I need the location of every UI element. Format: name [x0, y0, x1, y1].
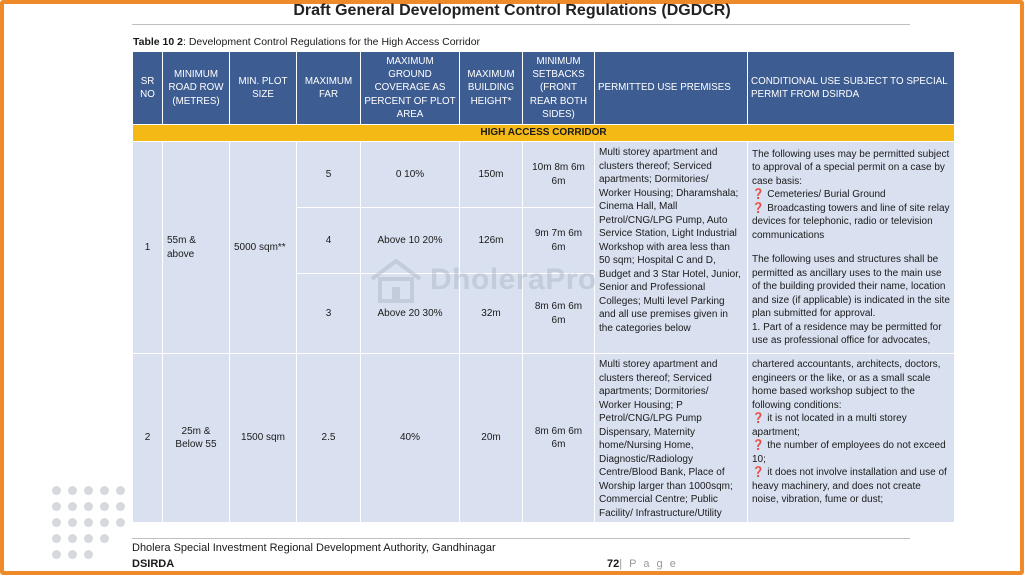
decorative-dot [68, 518, 77, 527]
header-building-height: MAXIMUM BUILDING HEIGHT* [459, 51, 523, 125]
table-row: 4 Above 10 20% 126m 9m 7m 6m 6m [133, 207, 955, 274]
development-control-table: SR NO MINIMUM ROAD ROW (METRES) MIN. PLO… [132, 51, 955, 523]
row1c-height: 32m [459, 273, 523, 354]
table-header-row: SR NO MINIMUM ROAD ROW (METRES) MIN. PLO… [132, 51, 955, 125]
decorative-dot [100, 486, 109, 495]
decorative-dot [84, 486, 93, 495]
header-road-row: MINIMUM ROAD ROW (METRES) [162, 51, 230, 125]
table-caption-label: Table 10 2 [133, 36, 183, 48]
row2-plot-size: 1500 sqm [229, 353, 297, 523]
decorative-dot [116, 518, 125, 527]
header-conditional-use: CONDITIONAL USE SUBJECT TO SPECIAL PERMI… [747, 51, 955, 125]
row2-conditional-line-4: ❓ it does not involve installation and u… [752, 467, 947, 505]
row1-plot-size: 5000 sqm** [229, 141, 297, 354]
decorative-dot [84, 550, 93, 559]
header-ground-coverage: MAXIMUM GROUND COVERAGE AS PERCENT OF PL… [360, 51, 460, 125]
decorative-dot [100, 534, 109, 543]
section-band-label: HIGH ACCESS CORRIDOR [132, 124, 955, 142]
decorative-dot [52, 486, 61, 495]
row1b-height: 126m [459, 207, 523, 274]
row2-permitted-use: Multi storey apartment and clusters ther… [594, 353, 748, 523]
row2-conditional-line-2: ❓ it is not located in a multi storey ap… [752, 413, 907, 438]
page-number: 72| P a g e [607, 558, 678, 570]
row1a-far: 5 [296, 141, 361, 208]
decorative-dot [116, 502, 125, 511]
row2-conditional-use: chartered accountants, architects, docto… [747, 353, 955, 523]
decorative-dot [84, 534, 93, 543]
row2-permitted-para-1: Multi storey apartment and clusters ther… [599, 359, 718, 424]
document-title: Draft General Development Control Regula… [293, 2, 731, 19]
row1-conditional-line-2: ❓ Cemeteries/ Burial Ground [752, 189, 886, 200]
table-caption-text: : Development Control Regulations for th… [183, 36, 481, 48]
footer-org: DSIRDA [132, 558, 175, 570]
row1a-setbacks: 10m 8m 6m 6m [522, 141, 595, 208]
row1-permitted-para-1: Multi storey apartment and clusters ther… [599, 147, 739, 199]
row2-height: 20m [459, 353, 523, 523]
table-caption: Table 10 2: Development Control Regulati… [133, 36, 480, 48]
table-row: 3 Above 20 30% 32m 8m 6m 6m 6m [133, 273, 955, 354]
row2-conditional-line-3: ❓ the number of employees do not exceed … [752, 440, 946, 465]
row1b-far: 4 [296, 207, 361, 274]
decorative-dot [68, 534, 77, 543]
decorative-dot [68, 486, 77, 495]
title-divider [132, 24, 910, 25]
row1-conditional-spacer [752, 242, 950, 253]
header-sr-no: SR NO [132, 51, 163, 125]
table-row: 2 25m & Below 55 1500 sqm 2.5 40% 20m 8m… [132, 353, 955, 523]
row2-coverage: 40% [360, 353, 460, 523]
decorative-dot [84, 502, 93, 511]
decorative-dot [100, 518, 109, 527]
header-setbacks: MINIMUM SETBACKS (FRONT REAR BOTH SIDES) [522, 51, 595, 125]
row1a-height: 150m [459, 141, 523, 208]
row1-conditional-line-1: The following uses may be permitted subj… [752, 148, 950, 187]
section-band-row: HIGH ACCESS CORRIDOR [132, 124, 955, 142]
row2-conditional-line-1: chartered accountants, architects, docto… [752, 359, 941, 411]
header-plot-size: MIN. PLOT SIZE [229, 51, 297, 125]
row1-sr: 1 [132, 141, 163, 354]
decorative-dot [68, 550, 77, 559]
row1c-coverage: Above 20 30% [360, 273, 460, 354]
decorative-dot [116, 486, 125, 495]
row1-conditional-line-6: 1. Part of a residence may be permitted … [752, 321, 942, 347]
page-label: | P a g e [619, 558, 678, 570]
decorative-dot [52, 534, 61, 543]
row2-road-row: 25m & Below 55 [162, 353, 230, 523]
row1-permitted-para-2: Cinema Hall, Mall Petrol/CNG/LPG Pump, A… [599, 201, 741, 334]
row1c-far: 3 [296, 273, 361, 354]
decorative-dot [68, 502, 77, 511]
row1b-coverage: Above 10 20% [360, 207, 460, 274]
row1a-coverage: 0 10% [360, 141, 460, 208]
table-row: 1 55m & above 5000 sqm** 5 0 10% 150m 10… [132, 141, 955, 354]
decorative-dot [84, 518, 93, 527]
header-far: MAXIMUM FAR [296, 51, 361, 125]
page-number-value: 72 [607, 558, 620, 570]
row1b-setbacks: 9m 7m 6m 6m [522, 207, 595, 274]
footer-authority: Dholera Special Investment Regional Deve… [132, 542, 496, 554]
decorative-dot [52, 550, 61, 559]
row1c-setbacks: 8m 6m 6m 6m [522, 273, 595, 354]
row1-conditional-use: The following uses may be permitted subj… [747, 141, 955, 354]
decorative-dot [52, 502, 61, 511]
footer-divider [132, 538, 910, 539]
decorative-dot [52, 518, 61, 527]
row2-setbacks: 8m 6m 6m 6m [522, 353, 595, 523]
header-permitted-use: PERMITTED USE PREMISES [594, 51, 748, 125]
row1-permitted-use: Multi storey apartment and clusters ther… [594, 141, 748, 354]
row2-permitted-para-2: Dispensary, Maternity home/Nursing Home,… [599, 426, 733, 519]
row2-sr: 2 [132, 353, 163, 523]
row2-far: 2.5 [296, 353, 361, 523]
row1-road-row: 55m & above [162, 141, 230, 354]
row1-conditional-line-5: The following uses and structures shall … [752, 254, 950, 319]
row1-conditional-line-3: ❓ Broadcasting towers and line of site r… [752, 202, 950, 241]
decorative-dot [100, 502, 109, 511]
